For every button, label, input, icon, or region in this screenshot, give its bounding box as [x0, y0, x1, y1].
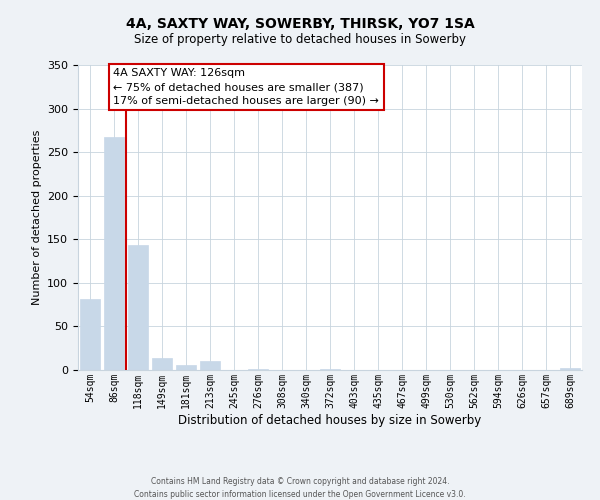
- X-axis label: Distribution of detached houses by size in Sowerby: Distribution of detached houses by size …: [178, 414, 482, 426]
- Bar: [152, 358, 172, 370]
- Bar: [104, 138, 124, 370]
- Text: Contains public sector information licensed under the Open Government Licence v3: Contains public sector information licen…: [134, 490, 466, 499]
- Bar: [560, 368, 580, 370]
- Bar: [200, 362, 220, 370]
- Bar: [80, 298, 100, 370]
- Text: Size of property relative to detached houses in Sowerby: Size of property relative to detached ho…: [134, 32, 466, 46]
- Y-axis label: Number of detached properties: Number of detached properties: [32, 130, 41, 305]
- Bar: [176, 365, 196, 370]
- Text: 4A SAXTY WAY: 126sqm
← 75% of detached houses are smaller (387)
17% of semi-deta: 4A SAXTY WAY: 126sqm ← 75% of detached h…: [113, 68, 379, 106]
- Bar: [128, 246, 148, 370]
- Bar: [248, 369, 268, 370]
- Text: Contains HM Land Registry data © Crown copyright and database right 2024.: Contains HM Land Registry data © Crown c…: [151, 478, 449, 486]
- Text: 4A, SAXTY WAY, SOWERBY, THIRSK, YO7 1SA: 4A, SAXTY WAY, SOWERBY, THIRSK, YO7 1SA: [125, 18, 475, 32]
- Bar: [320, 369, 340, 370]
